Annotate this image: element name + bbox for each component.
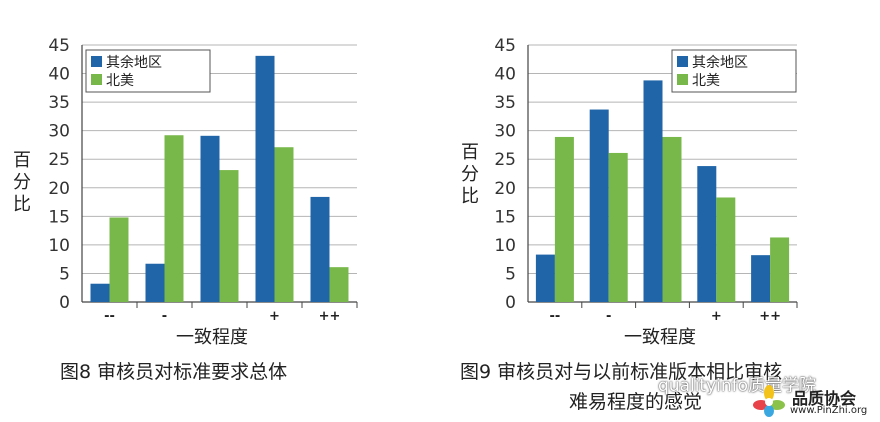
- y-tick-label: 30: [494, 122, 516, 142]
- bar-rest-of-world-0: [535, 254, 555, 302]
- y-tick-label: 30: [48, 122, 70, 142]
- x-tick-label: ++: [759, 309, 781, 324]
- bar-north-america-0: [554, 136, 574, 302]
- bar-rest-of-world-2: [643, 80, 663, 302]
- x-tick-label: +: [711, 309, 722, 324]
- brand-name: 品质协会: [792, 389, 857, 408]
- legend-swatch: [677, 56, 688, 67]
- bar-rest-of-world-3: [255, 55, 275, 303]
- y-tick-label: 20: [48, 179, 70, 199]
- y-tick-label: 20: [494, 179, 516, 199]
- bar-north-america-2: [219, 170, 239, 302]
- y-tick-label: 35: [494, 93, 516, 113]
- legend-label: 其余地区: [692, 54, 748, 71]
- y-tick-label: 0: [59, 293, 70, 313]
- y-tick-label: 0: [505, 293, 516, 313]
- brand-logo-icon: [753, 385, 785, 417]
- bar-north-america-2: [662, 136, 682, 302]
- legend-swatch: [677, 74, 688, 85]
- y-tick-label: 10: [494, 236, 516, 256]
- y-tick-label: 5: [505, 264, 516, 284]
- legend-label: 其余地区: [106, 54, 162, 71]
- bar-rest-of-world-4: [310, 196, 330, 302]
- brand-url: www.PinZhi.org: [790, 405, 868, 416]
- y-tick-label: 40: [48, 65, 70, 85]
- bar-north-america-4: [770, 237, 790, 302]
- bar-rest-of-world-3: [697, 166, 717, 302]
- chart-caption-fig9-line1: 图9 审核员对与以前标准版本相比审核: [460, 361, 783, 383]
- y-tick-label: 15: [494, 207, 516, 227]
- x-tick-label: -: [606, 309, 611, 324]
- y-axis-title: 百分比: [13, 150, 31, 215]
- x-tick-label: +: [269, 309, 280, 324]
- bar-north-america-1: [608, 152, 628, 302]
- bar-rest-of-world-2: [200, 135, 220, 302]
- chart-caption-fig8: 图8 审核员对标准要求总体: [60, 361, 288, 383]
- legend-label: 北美: [106, 73, 134, 89]
- legend-box: [85, 49, 211, 93]
- y-tick-label: 35: [48, 93, 70, 113]
- bar-north-america-3: [274, 147, 294, 302]
- y-tick-label: 25: [494, 150, 516, 170]
- bar-rest-of-world-0: [90, 283, 110, 302]
- bar-north-america-4: [329, 267, 349, 302]
- bar-rest-of-world-4: [751, 255, 771, 302]
- x-tick-label: ++: [319, 309, 341, 324]
- watermark-text: qualityinfo质量学院: [658, 376, 817, 396]
- x-axis-title: 一致程度: [624, 327, 696, 348]
- x-tick-label: -: [162, 309, 167, 324]
- y-tick-label: 25: [48, 150, 70, 170]
- y-tick-label: 15: [48, 207, 70, 227]
- legend-box: [671, 49, 797, 93]
- y-tick-label: 45: [494, 36, 516, 56]
- bar-north-america-1: [164, 135, 184, 302]
- chart-caption-fig9-line2: 难易程度的感觉: [569, 391, 703, 413]
- y-axis-title: 百分比: [461, 142, 479, 207]
- y-tick-label: 10: [48, 236, 70, 256]
- bar-north-america-0: [109, 217, 129, 302]
- legend-label: 北美: [692, 73, 720, 89]
- y-tick-label: 40: [494, 65, 516, 85]
- bar-rest-of-world-1: [589, 109, 609, 302]
- x-tick-label: --: [104, 309, 115, 324]
- bar-north-america-3: [716, 197, 736, 302]
- legend-swatch: [91, 74, 102, 85]
- y-tick-label: 45: [48, 36, 70, 56]
- y-tick-label: 5: [59, 264, 70, 284]
- x-axis-title: 一致程度: [176, 327, 248, 348]
- bar-rest-of-world-1: [145, 263, 165, 302]
- x-tick-label: --: [550, 309, 561, 324]
- legend-swatch: [91, 56, 102, 67]
